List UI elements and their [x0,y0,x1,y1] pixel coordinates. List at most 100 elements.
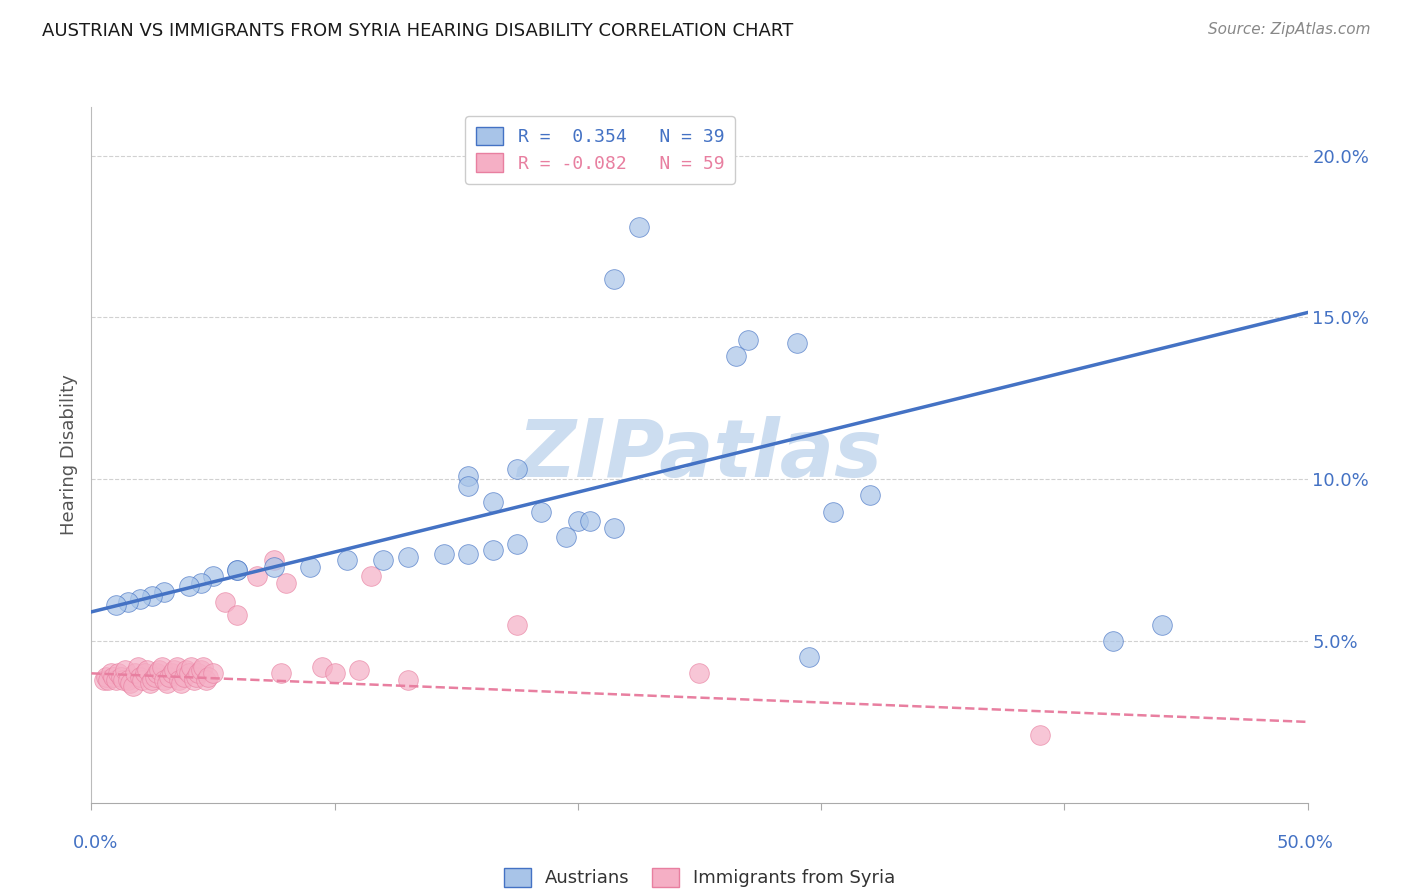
Point [153,673,176,687]
Point [360,569,382,583]
Point [107,666,129,681]
Point [724,349,747,363]
Point [823,504,845,518]
Point [136,663,159,677]
Text: ZIPatlas: ZIPatlas [517,416,882,494]
Point [166,660,188,674]
Point [187,666,209,681]
Point [190,575,212,590]
Point [150,660,173,674]
Point [197,670,219,684]
Point [157,670,180,684]
Point [202,569,225,583]
Point [554,531,576,545]
Point [93,673,115,687]
Point [226,608,249,623]
Point [457,478,479,492]
Point [153,585,176,599]
Point [139,676,162,690]
Point [506,462,529,476]
Point [579,514,602,528]
Point [433,547,456,561]
Point [1150,617,1173,632]
Point [263,559,285,574]
Point [111,673,134,687]
Point [737,333,759,347]
Point [97,673,120,687]
Point [457,547,479,561]
Point [190,663,212,677]
Text: AUSTRIAN VS IMMIGRANTS FROM SYRIA HEARING DISABILITY CORRELATION CHART: AUSTRIAN VS IMMIGRANTS FROM SYRIA HEARIN… [42,22,793,40]
Point [173,670,195,684]
Point [373,553,395,567]
Point [274,575,297,590]
Point [1102,634,1125,648]
Point [457,469,479,483]
Point [1029,728,1052,742]
Point [270,666,292,681]
Point [688,666,710,681]
Text: 0.0%: 0.0% [73,834,118,852]
Point [311,660,333,674]
Point [184,670,207,684]
Point [174,663,197,677]
Point [652,158,675,172]
Point [114,663,136,677]
Point [859,488,882,502]
Legend: Austrians, Immigrants from Syria: Austrians, Immigrants from Syria [496,861,903,892]
Point [202,666,225,681]
Point [603,521,626,535]
Point [94,670,117,684]
Point [530,504,553,518]
Point [177,666,200,681]
Point [141,673,163,687]
Point [226,563,249,577]
Point [797,650,820,665]
Point [180,660,202,674]
Point [167,673,190,687]
Text: Source: ZipAtlas.com: Source: ZipAtlas.com [1208,22,1371,37]
Point [129,670,152,684]
Point [124,666,146,681]
Point [120,676,142,690]
Point [214,595,236,609]
Point [110,670,132,684]
Point [100,666,122,681]
Text: 50.0%: 50.0% [1277,834,1333,852]
Point [148,663,170,677]
Point [103,670,125,684]
Point [627,219,650,234]
Point [160,666,183,681]
Point [143,670,166,684]
Point [146,666,169,681]
Point [481,495,503,509]
Point [131,673,153,687]
Point [104,673,127,687]
Point [134,666,156,681]
Point [141,589,163,603]
Point [129,591,152,606]
Point [246,569,269,583]
Point [226,563,249,577]
Point [786,336,808,351]
Point [156,676,179,690]
Point [567,514,589,528]
Point [194,673,217,687]
Point [163,663,186,677]
Point [127,660,149,674]
Point [263,553,285,567]
Point [117,673,139,687]
Point [396,673,419,687]
Point [117,595,139,609]
Point [481,543,503,558]
Point [506,537,529,551]
Point [121,679,143,693]
Point [193,660,215,674]
Point [104,599,127,613]
Point [170,676,193,690]
Point [506,617,529,632]
Point [336,553,359,567]
Y-axis label: Hearing Disability: Hearing Disability [59,375,77,535]
Point [299,559,322,574]
Point [183,673,205,687]
